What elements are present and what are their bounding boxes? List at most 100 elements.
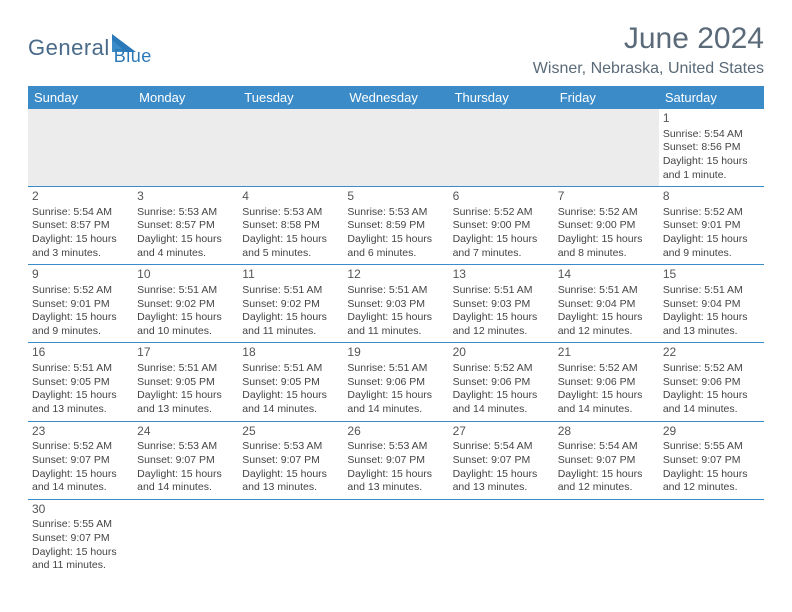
day-cell: 21Sunrise: 5:52 AMSunset: 9:06 PMDayligh… bbox=[554, 343, 659, 421]
sunrise-line: Sunrise: 5:51 AM bbox=[558, 284, 655, 298]
sunrise-line: Sunrise: 5:54 AM bbox=[558, 440, 655, 454]
sunset-line: Sunset: 9:04 PM bbox=[663, 298, 760, 312]
week-row: 23Sunrise: 5:52 AMSunset: 9:07 PMDayligh… bbox=[28, 421, 764, 499]
daylight-line-1: Daylight: 15 hours bbox=[32, 311, 129, 325]
day-number: 11 bbox=[242, 267, 339, 283]
sunset-line: Sunset: 9:07 PM bbox=[453, 454, 550, 468]
day-cell: 20Sunrise: 5:52 AMSunset: 9:06 PMDayligh… bbox=[449, 343, 554, 421]
day-header: Monday bbox=[133, 86, 238, 109]
day-cell: 6Sunrise: 5:52 AMSunset: 9:00 PMDaylight… bbox=[449, 187, 554, 265]
location-label: Wisner, Nebraska, United States bbox=[533, 60, 764, 78]
day-cell: 1Sunrise: 5:54 AMSunset: 8:56 PMDaylight… bbox=[659, 109, 764, 187]
sunrise-line: Sunrise: 5:52 AM bbox=[663, 362, 760, 376]
day-cell: 19Sunrise: 5:51 AMSunset: 9:06 PMDayligh… bbox=[343, 343, 448, 421]
day-number: 12 bbox=[347, 267, 444, 283]
day-number: 20 bbox=[453, 345, 550, 361]
day-cell: 26Sunrise: 5:53 AMSunset: 9:07 PMDayligh… bbox=[343, 421, 448, 499]
week-row: 1Sunrise: 5:54 AMSunset: 8:56 PMDaylight… bbox=[28, 109, 764, 187]
daylight-line-2: and 5 minutes. bbox=[242, 247, 339, 261]
day-number: 25 bbox=[242, 424, 339, 440]
sunrise-line: Sunrise: 5:54 AM bbox=[453, 440, 550, 454]
sunrise-line: Sunrise: 5:52 AM bbox=[32, 284, 129, 298]
sunset-line: Sunset: 9:06 PM bbox=[453, 376, 550, 390]
daylight-line-2: and 12 minutes. bbox=[663, 481, 760, 495]
day-cell: 30Sunrise: 5:55 AMSunset: 9:07 PMDayligh… bbox=[28, 499, 133, 577]
week-row: 2Sunrise: 5:54 AMSunset: 8:57 PMDaylight… bbox=[28, 187, 764, 265]
daylight-line-2: and 11 minutes. bbox=[242, 325, 339, 339]
daylight-line-1: Daylight: 15 hours bbox=[137, 311, 234, 325]
daylight-line-1: Daylight: 15 hours bbox=[663, 311, 760, 325]
sunrise-line: Sunrise: 5:52 AM bbox=[558, 362, 655, 376]
sunrise-line: Sunrise: 5:51 AM bbox=[137, 362, 234, 376]
day-cell: 12Sunrise: 5:51 AMSunset: 9:03 PMDayligh… bbox=[343, 265, 448, 343]
daylight-line-1: Daylight: 15 hours bbox=[137, 233, 234, 247]
sunset-line: Sunset: 9:05 PM bbox=[32, 376, 129, 390]
day-cell: 10Sunrise: 5:51 AMSunset: 9:02 PMDayligh… bbox=[133, 265, 238, 343]
day-cell bbox=[659, 499, 764, 577]
day-header: Sunday bbox=[28, 86, 133, 109]
sunset-line: Sunset: 9:05 PM bbox=[137, 376, 234, 390]
sunrise-line: Sunrise: 5:55 AM bbox=[32, 518, 129, 532]
day-number: 10 bbox=[137, 267, 234, 283]
day-number: 22 bbox=[663, 345, 760, 361]
daylight-line-1: Daylight: 15 hours bbox=[663, 468, 760, 482]
sunrise-line: Sunrise: 5:52 AM bbox=[558, 206, 655, 220]
day-number: 17 bbox=[137, 345, 234, 361]
daylight-line-2: and 9 minutes. bbox=[32, 325, 129, 339]
daylight-line-2: and 13 minutes. bbox=[347, 481, 444, 495]
daylight-line-1: Daylight: 15 hours bbox=[242, 468, 339, 482]
daylight-line-2: and 8 minutes. bbox=[558, 247, 655, 261]
day-cell bbox=[133, 499, 238, 577]
day-header: Thursday bbox=[449, 86, 554, 109]
daylight-line-1: Daylight: 15 hours bbox=[32, 389, 129, 403]
sunrise-line: Sunrise: 5:51 AM bbox=[242, 362, 339, 376]
logo: General Blue bbox=[28, 28, 152, 67]
daylight-line-1: Daylight: 15 hours bbox=[242, 311, 339, 325]
day-header: Tuesday bbox=[238, 86, 343, 109]
sunset-line: Sunset: 8:57 PM bbox=[137, 219, 234, 233]
sunset-line: Sunset: 9:07 PM bbox=[32, 532, 129, 546]
daylight-line-1: Daylight: 15 hours bbox=[32, 546, 129, 560]
day-cell: 3Sunrise: 5:53 AMSunset: 8:57 PMDaylight… bbox=[133, 187, 238, 265]
sunset-line: Sunset: 9:01 PM bbox=[663, 219, 760, 233]
daylight-line-1: Daylight: 15 hours bbox=[453, 311, 550, 325]
day-number: 24 bbox=[137, 424, 234, 440]
day-cell: 15Sunrise: 5:51 AMSunset: 9:04 PMDayligh… bbox=[659, 265, 764, 343]
day-cell: 7Sunrise: 5:52 AMSunset: 9:00 PMDaylight… bbox=[554, 187, 659, 265]
sunrise-line: Sunrise: 5:54 AM bbox=[32, 206, 129, 220]
sunset-line: Sunset: 9:02 PM bbox=[137, 298, 234, 312]
day-cell: 27Sunrise: 5:54 AMSunset: 9:07 PMDayligh… bbox=[449, 421, 554, 499]
day-number: 16 bbox=[32, 345, 129, 361]
sunrise-line: Sunrise: 5:51 AM bbox=[32, 362, 129, 376]
day-cell: 11Sunrise: 5:51 AMSunset: 9:02 PMDayligh… bbox=[238, 265, 343, 343]
sunset-line: Sunset: 9:00 PM bbox=[453, 219, 550, 233]
day-cell bbox=[238, 109, 343, 187]
sunrise-line: Sunrise: 5:53 AM bbox=[347, 440, 444, 454]
daylight-line-1: Daylight: 15 hours bbox=[32, 233, 129, 247]
title-block: June 2024 Wisner, Nebraska, United State… bbox=[533, 22, 764, 78]
sunset-line: Sunset: 9:06 PM bbox=[663, 376, 760, 390]
day-header: Saturday bbox=[659, 86, 764, 109]
daylight-line-1: Daylight: 15 hours bbox=[558, 311, 655, 325]
day-cell: 23Sunrise: 5:52 AMSunset: 9:07 PMDayligh… bbox=[28, 421, 133, 499]
sunset-line: Sunset: 9:04 PM bbox=[558, 298, 655, 312]
day-cell bbox=[133, 109, 238, 187]
day-cell: 22Sunrise: 5:52 AMSunset: 9:06 PMDayligh… bbox=[659, 343, 764, 421]
daylight-line-1: Daylight: 15 hours bbox=[347, 389, 444, 403]
daylight-line-1: Daylight: 15 hours bbox=[663, 155, 760, 169]
sunset-line: Sunset: 8:56 PM bbox=[663, 141, 760, 155]
day-number: 28 bbox=[558, 424, 655, 440]
day-cell: 2Sunrise: 5:54 AMSunset: 8:57 PMDaylight… bbox=[28, 187, 133, 265]
sunset-line: Sunset: 9:06 PM bbox=[558, 376, 655, 390]
sunrise-line: Sunrise: 5:51 AM bbox=[347, 284, 444, 298]
sunset-line: Sunset: 9:03 PM bbox=[453, 298, 550, 312]
sunrise-line: Sunrise: 5:51 AM bbox=[453, 284, 550, 298]
day-cell: 29Sunrise: 5:55 AMSunset: 9:07 PMDayligh… bbox=[659, 421, 764, 499]
day-cell bbox=[554, 109, 659, 187]
day-cell bbox=[28, 109, 133, 187]
daylight-line-2: and 6 minutes. bbox=[347, 247, 444, 261]
day-number: 6 bbox=[453, 189, 550, 205]
sunrise-line: Sunrise: 5:54 AM bbox=[663, 128, 760, 142]
daylight-line-2: and 13 minutes. bbox=[32, 403, 129, 417]
week-row: 30Sunrise: 5:55 AMSunset: 9:07 PMDayligh… bbox=[28, 499, 764, 577]
